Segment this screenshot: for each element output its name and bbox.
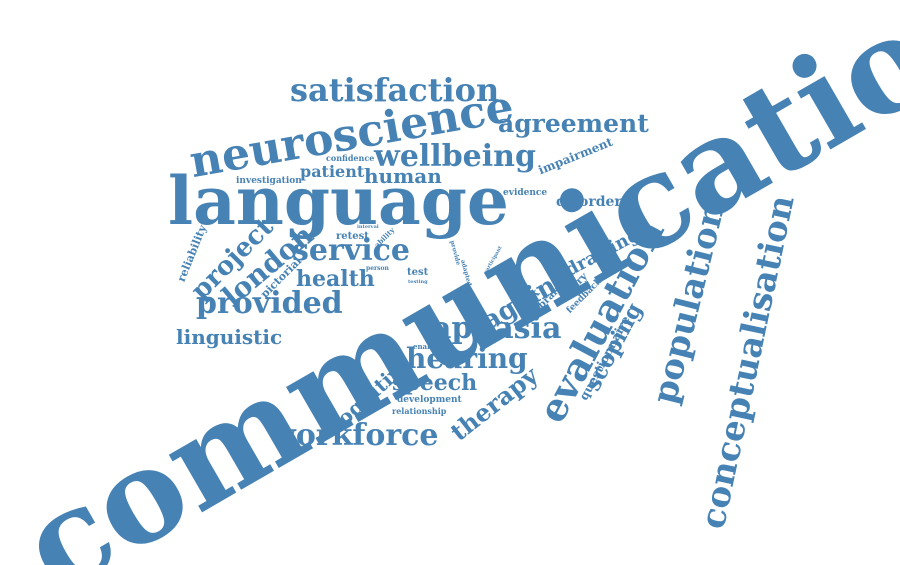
- word-patient: patient: [300, 162, 365, 181]
- word-aphasia: aphasia: [432, 311, 562, 346]
- word-service: service: [292, 233, 410, 268]
- word-person: person: [366, 265, 389, 272]
- word-human: human: [364, 164, 442, 188]
- word-development: development: [397, 395, 462, 405]
- word-investigation: investigation: [236, 176, 302, 186]
- word-health: health: [296, 266, 375, 292]
- word-provided: provided: [196, 286, 343, 321]
- word-interval: interval: [357, 224, 379, 230]
- word-agreement: agreement: [498, 109, 649, 138]
- word-linguistic: linguistic: [176, 325, 283, 349]
- word-disorder: disorder: [556, 194, 622, 210]
- word-speech: speech: [392, 370, 478, 396]
- word-retest: retest: [336, 231, 369, 242]
- word-testing: testing: [408, 279, 428, 285]
- word-wellbeing: wellbeing: [374, 139, 536, 174]
- word-workforce: workforce: [270, 418, 439, 453]
- word-evidence: evidence: [503, 188, 548, 198]
- word-language: language: [168, 162, 509, 240]
- word-confidence: confidence: [326, 153, 375, 163]
- word-hearing: hearing: [406, 342, 528, 375]
- word-relationship: relationship: [392, 406, 447, 416]
- word-test: test: [407, 267, 429, 278]
- word-enabling: enabling: [413, 342, 448, 351]
- word-satisfaction: satisfaction: [290, 71, 500, 109]
